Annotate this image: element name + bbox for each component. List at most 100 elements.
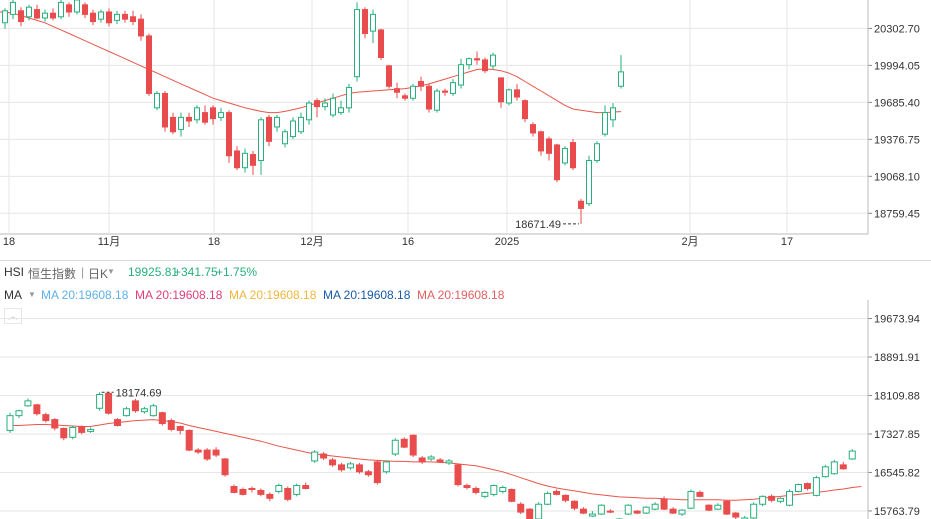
candle-body — [66, 4, 72, 13]
candle-body — [606, 510, 614, 513]
candle-body — [794, 484, 802, 492]
candle-body — [498, 77, 504, 103]
ma-legend-item-4: MA 20:19608.18 — [323, 288, 411, 302]
candle-body — [508, 488, 516, 502]
x-tick-label: 12月 — [300, 236, 323, 248]
candle-body — [239, 488, 247, 495]
lower-candlestick-chart[interactable]: 19673.94 18891.91 18109.88 17327.85 16545.82… — [0, 300, 931, 519]
candle-body — [114, 13, 120, 21]
candle-body — [678, 509, 686, 515]
period-selector[interactable]: 日K — [88, 267, 109, 281]
ma-legend-item-3: MA 20:19608.18 — [229, 288, 317, 302]
candle-body — [458, 64, 464, 86]
chevron-down-icon[interactable]: ▼ — [28, 290, 36, 299]
candle-body — [306, 102, 312, 121]
candle-body — [51, 419, 59, 429]
candle-body — [602, 112, 608, 135]
candle-body — [768, 495, 776, 501]
candle-body — [570, 500, 578, 509]
candle-body — [82, 4, 88, 15]
symbol-label[interactable]: HSI — [4, 265, 25, 279]
y-tick-label: 16545.82 — [874, 467, 920, 479]
candle-body — [90, 12, 96, 23]
candle-body — [402, 95, 408, 99]
candle-body — [522, 100, 528, 120]
candle-body — [633, 510, 641, 514]
candle-body — [839, 464, 847, 470]
candle-body — [42, 12, 48, 19]
candle-body — [427, 456, 435, 460]
candle-body — [114, 419, 122, 426]
candle-body — [750, 503, 758, 519]
candle-body — [436, 459, 444, 463]
candle-body — [812, 477, 820, 496]
candle-body — [338, 107, 344, 114]
candle-body — [69, 426, 77, 438]
upper-candlestick-chart[interactable]: 20302.70 19994.05 19685.40 19376.75 19068.10… — [0, 0, 931, 255]
candle-body — [530, 124, 536, 134]
candle-body — [248, 487, 256, 490]
candle-body — [60, 427, 68, 439]
candle-body — [830, 461, 838, 475]
x-tick-label: 18 — [208, 236, 220, 248]
candle-body — [588, 513, 596, 517]
candle-body — [696, 491, 704, 497]
candle-body — [466, 58, 472, 66]
candle-body — [597, 504, 605, 515]
ma-legend-label[interactable]: MA — [4, 288, 22, 302]
ma-legend: MA ▼ MA 20:19608.18 MA 20:19608.18 MA 20… — [0, 286, 931, 304]
price-change-percent: +1.75% — [216, 265, 258, 279]
candle-body — [330, 97, 336, 116]
candle-body — [553, 490, 561, 495]
candle-body — [122, 13, 128, 20]
candle-body — [426, 85, 432, 110]
candle-body — [284, 487, 292, 500]
candle-body — [364, 471, 372, 476]
candle-body — [176, 425, 184, 431]
candle-body — [687, 490, 695, 509]
candle-body — [482, 59, 488, 72]
candle-body — [302, 485, 310, 489]
candle-body — [705, 504, 713, 511]
chevron-down-icon[interactable]: ▼ — [107, 267, 115, 276]
candle-body — [298, 116, 304, 133]
candle-body — [122, 408, 130, 417]
candle-body — [732, 512, 740, 518]
candle-body — [777, 497, 785, 502]
candle-body — [660, 498, 668, 510]
candle-body — [194, 449, 202, 453]
candle-body — [258, 119, 264, 162]
candle-body — [78, 425, 86, 433]
candle-body — [34, 9, 40, 19]
candle-body — [434, 90, 440, 111]
candle-body — [33, 404, 41, 415]
candle-body — [378, 29, 384, 58]
candle-body — [257, 489, 265, 495]
chevron-up-icon[interactable]: ︿ — [4, 308, 22, 324]
candle-body — [158, 412, 166, 425]
candle-body — [266, 116, 272, 142]
x-tick-label: 17 — [781, 236, 793, 248]
candle-body — [98, 11, 104, 20]
candle-body — [454, 464, 462, 486]
candle-body — [570, 142, 576, 169]
x-tick-label: 18 — [3, 236, 15, 248]
candle-body — [154, 92, 160, 109]
candle-body — [162, 92, 168, 128]
candle-body — [499, 487, 507, 492]
ma-line — [10, 419, 862, 501]
candle-body — [221, 458, 229, 476]
candle-body — [355, 464, 363, 473]
candle-body — [506, 89, 512, 104]
candle-body — [275, 485, 283, 492]
candle-body — [203, 449, 211, 460]
candle-body — [226, 112, 232, 157]
candle-body — [714, 504, 722, 510]
candle-body — [149, 405, 157, 417]
candle-body — [138, 18, 144, 37]
candle-body — [130, 16, 136, 23]
candle-body — [642, 506, 650, 514]
candle-body — [178, 116, 184, 130]
candle-body — [290, 120, 296, 138]
candle-body — [50, 12, 56, 19]
